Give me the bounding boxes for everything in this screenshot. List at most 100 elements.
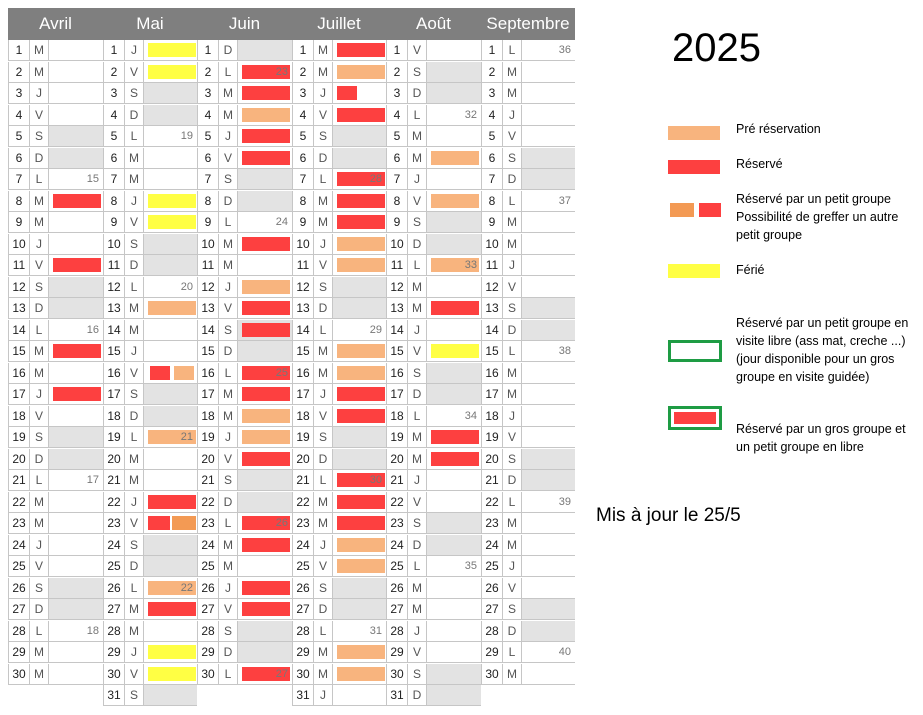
day-booking-area[interactable] bbox=[49, 578, 103, 598]
day-booking-area[interactable] bbox=[238, 578, 292, 598]
day-booking-area[interactable] bbox=[333, 105, 386, 125]
day-booking-area[interactable] bbox=[333, 298, 386, 318]
day-booking-area[interactable] bbox=[427, 277, 481, 297]
day-booking-area[interactable] bbox=[427, 255, 481, 275]
day-booking-area[interactable] bbox=[238, 642, 292, 662]
day-booking-area[interactable] bbox=[238, 320, 292, 340]
day-booking-area[interactable] bbox=[333, 642, 386, 662]
day-booking-area[interactable] bbox=[427, 320, 481, 340]
day-booking-area[interactable] bbox=[49, 148, 103, 168]
day-booking-area[interactable] bbox=[522, 556, 575, 576]
day-booking-area[interactable] bbox=[427, 621, 481, 641]
day-booking-area[interactable] bbox=[144, 664, 197, 684]
day-booking-area[interactable] bbox=[49, 298, 103, 318]
day-booking-area[interactable] bbox=[333, 599, 386, 619]
day-booking-area[interactable] bbox=[427, 384, 481, 404]
day-booking-area[interactable] bbox=[144, 105, 197, 125]
day-booking-area[interactable] bbox=[427, 62, 481, 82]
day-booking-area[interactable] bbox=[333, 191, 386, 211]
day-booking-area[interactable] bbox=[238, 234, 292, 254]
day-booking-area[interactable] bbox=[238, 40, 292, 60]
day-booking-area[interactable] bbox=[49, 492, 103, 512]
day-booking-area[interactable] bbox=[238, 621, 292, 641]
day-booking-area[interactable] bbox=[522, 363, 575, 383]
day-booking-area[interactable] bbox=[333, 277, 386, 297]
day-booking-area[interactable] bbox=[238, 191, 292, 211]
day-booking-area[interactable] bbox=[522, 449, 575, 469]
day-booking-area[interactable] bbox=[238, 62, 292, 82]
day-booking-area[interactable] bbox=[144, 685, 197, 705]
day-booking-area[interactable] bbox=[49, 212, 103, 232]
day-booking-area[interactable] bbox=[427, 578, 481, 598]
day-booking-area[interactable] bbox=[49, 126, 103, 146]
day-booking-area[interactable] bbox=[144, 492, 197, 512]
day-booking-area[interactable] bbox=[144, 470, 197, 490]
day-booking-area[interactable] bbox=[49, 341, 103, 361]
day-booking-area[interactable] bbox=[333, 169, 386, 189]
day-booking-area[interactable] bbox=[49, 255, 103, 275]
day-booking-area[interactable] bbox=[427, 126, 481, 146]
day-booking-area[interactable] bbox=[522, 234, 575, 254]
day-booking-area[interactable] bbox=[333, 341, 386, 361]
day-booking-area[interactable] bbox=[427, 664, 481, 684]
day-booking-area[interactable] bbox=[522, 126, 575, 146]
day-booking-area[interactable] bbox=[144, 212, 197, 232]
day-booking-area[interactable] bbox=[238, 169, 292, 189]
day-booking-area[interactable] bbox=[522, 513, 575, 533]
day-booking-area[interactable] bbox=[144, 191, 197, 211]
day-booking-area[interactable] bbox=[238, 341, 292, 361]
day-booking-area[interactable] bbox=[144, 148, 197, 168]
day-booking-area[interactable] bbox=[144, 642, 197, 662]
day-booking-area[interactable] bbox=[144, 578, 197, 598]
day-booking-area[interactable] bbox=[144, 169, 197, 189]
day-booking-area[interactable] bbox=[49, 642, 103, 662]
day-booking-area[interactable] bbox=[427, 212, 481, 232]
day-booking-area[interactable] bbox=[333, 470, 386, 490]
day-booking-area[interactable] bbox=[238, 363, 292, 383]
day-booking-area[interactable] bbox=[238, 406, 292, 426]
day-booking-area[interactable] bbox=[333, 664, 386, 684]
day-booking-area[interactable] bbox=[522, 298, 575, 318]
day-booking-area[interactable] bbox=[238, 277, 292, 297]
day-booking-area[interactable] bbox=[427, 191, 481, 211]
day-booking-area[interactable] bbox=[49, 513, 103, 533]
day-booking-area[interactable] bbox=[144, 384, 197, 404]
day-booking-area[interactable] bbox=[144, 599, 197, 619]
day-booking-area[interactable] bbox=[238, 556, 292, 576]
day-booking-area[interactable] bbox=[49, 427, 103, 447]
day-booking-area[interactable] bbox=[144, 234, 197, 254]
day-booking-area[interactable] bbox=[49, 556, 103, 576]
day-booking-area[interactable] bbox=[427, 169, 481, 189]
day-booking-area[interactable] bbox=[522, 277, 575, 297]
day-booking-area[interactable] bbox=[49, 234, 103, 254]
day-booking-area[interactable] bbox=[238, 148, 292, 168]
day-booking-area[interactable] bbox=[238, 470, 292, 490]
day-booking-area[interactable] bbox=[144, 535, 197, 555]
day-booking-area[interactable] bbox=[333, 513, 386, 533]
day-booking-area[interactable] bbox=[333, 556, 386, 576]
day-booking-area[interactable] bbox=[522, 62, 575, 82]
day-booking-area[interactable] bbox=[427, 363, 481, 383]
day-booking-area[interactable] bbox=[144, 427, 197, 447]
day-booking-area[interactable] bbox=[333, 234, 386, 254]
day-booking-area[interactable] bbox=[144, 83, 197, 103]
day-booking-area[interactable] bbox=[333, 449, 386, 469]
day-booking-area[interactable] bbox=[333, 83, 386, 103]
day-booking-area[interactable] bbox=[144, 320, 197, 340]
day-booking-area[interactable] bbox=[522, 83, 575, 103]
day-booking-area[interactable] bbox=[427, 599, 481, 619]
day-booking-area[interactable] bbox=[427, 148, 481, 168]
day-booking-area[interactable] bbox=[522, 621, 575, 641]
day-booking-area[interactable] bbox=[427, 298, 481, 318]
day-booking-area[interactable] bbox=[144, 406, 197, 426]
day-booking-area[interactable] bbox=[238, 535, 292, 555]
day-booking-area[interactable] bbox=[333, 535, 386, 555]
day-booking-area[interactable] bbox=[49, 384, 103, 404]
day-booking-area[interactable] bbox=[333, 62, 386, 82]
day-booking-area[interactable] bbox=[333, 578, 386, 598]
day-booking-area[interactable] bbox=[144, 40, 197, 60]
day-booking-area[interactable] bbox=[238, 513, 292, 533]
day-booking-area[interactable] bbox=[144, 449, 197, 469]
day-booking-area[interactable] bbox=[427, 234, 481, 254]
day-booking-area[interactable] bbox=[427, 83, 481, 103]
